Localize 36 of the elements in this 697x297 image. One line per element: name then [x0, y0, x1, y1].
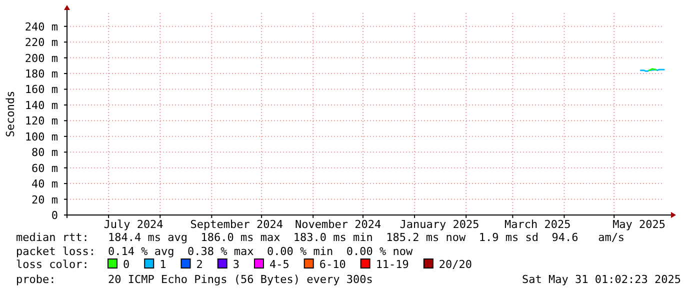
text: 0.14 % avg 0.38 % max 0.00 % min 0.00 % now [108, 245, 414, 258]
x-tick-label: July 2024 [104, 218, 164, 231]
y-tick-label: 20 m [32, 193, 58, 206]
x-tick-label: September 2024 [190, 218, 284, 231]
legend-label: 0 [123, 258, 130, 271]
legend-label: 6-10 [319, 258, 346, 271]
x-tick-label: May 2025 [612, 218, 666, 231]
legend-label: 3 [232, 258, 240, 271]
text: 184.4 ms avg 186.0 ms max 183.0 ms min 185.2 ms now 1.9 ms sd 94.6 am/s [108, 231, 625, 244]
x-tick-label: March 2025 [504, 218, 571, 231]
text: probe: [16, 273, 56, 286]
legend-label: 2 [196, 258, 203, 271]
y-tick-label: 80 m [32, 146, 58, 160]
y-tick-label: 140 m [24, 98, 58, 112]
text: Sat May 31 01:02:23 2025 [522, 273, 681, 286]
y-tick-label: 100 m [24, 130, 58, 144]
y-axis-title: Seconds [4, 90, 17, 138]
legend-label: 20/20 [438, 258, 472, 271]
y-tick-label: 240 m [24, 20, 58, 34]
y-tick-label: 60 m [32, 162, 58, 175]
legend-title: loss color: [16, 258, 89, 271]
text: 20 ICMP Echo Pings (56 Bytes) every 300s [108, 273, 373, 286]
x-tick-label: January 2025 [400, 218, 480, 231]
text: packet loss: [16, 245, 96, 258]
y-tick-label: 220 m [24, 36, 58, 50]
x-tick-label: November 2024 [295, 218, 382, 231]
text: median rtt: [16, 231, 89, 244]
y-tick-label: 160 m [24, 83, 58, 96]
legend-label: 4-5 [269, 258, 290, 271]
y-tick-label: 200 m [24, 52, 58, 65]
y-tick-label: 120 m [24, 114, 58, 128]
y-tick-label: 40 m [32, 178, 58, 191]
y-tick-label: 180 m [24, 68, 58, 81]
y-tick-label: 0 [51, 209, 58, 222]
legend-label: 11-19 [376, 258, 409, 271]
legend-label: 1 [160, 258, 166, 271]
